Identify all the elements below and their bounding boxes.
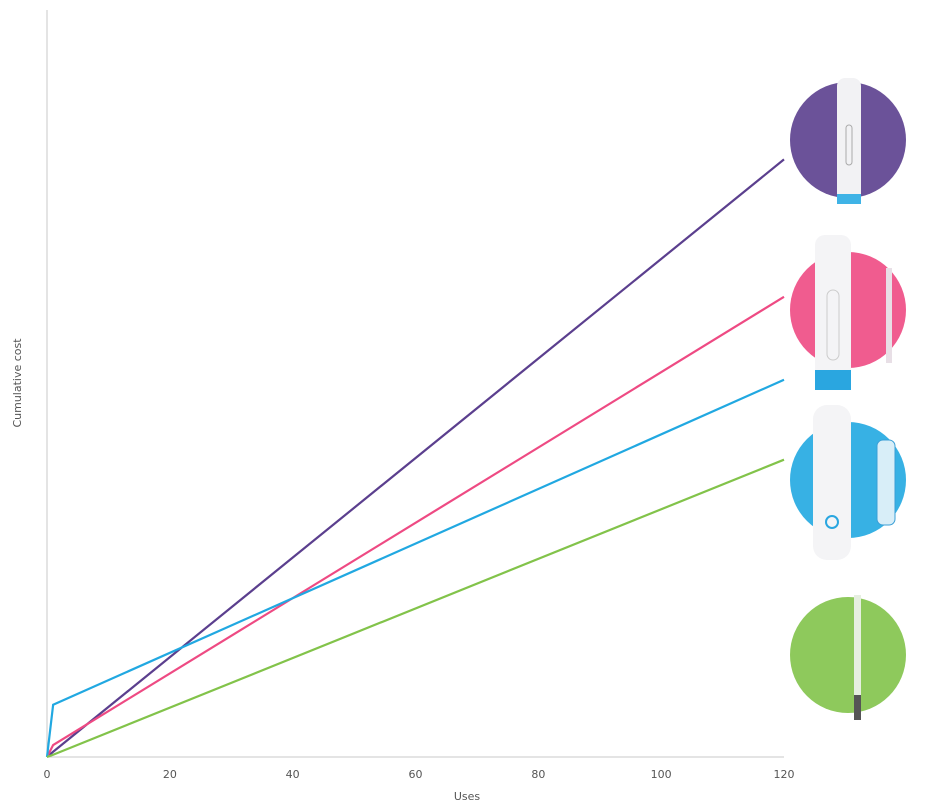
device-window bbox=[845, 124, 853, 166]
series-line bbox=[46, 295, 785, 758]
x-tick-label: 80 bbox=[531, 768, 545, 781]
x-tick-label: 100 bbox=[651, 768, 672, 781]
x-tick-label: 20 bbox=[163, 768, 177, 781]
x-axis-label: Uses bbox=[454, 790, 481, 803]
series-line bbox=[45, 378, 785, 758]
product-circle bbox=[790, 597, 906, 713]
device bbox=[837, 78, 861, 204]
syringe bbox=[886, 268, 892, 363]
x-tick-label: 120 bbox=[774, 768, 795, 781]
syringe-tip bbox=[854, 695, 861, 720]
device-button bbox=[825, 515, 839, 529]
device bbox=[815, 235, 851, 390]
x-tick-label: 0 bbox=[44, 768, 51, 781]
x-tick-label: 60 bbox=[409, 768, 423, 781]
x-tick-label: 40 bbox=[286, 768, 300, 781]
series-line bbox=[46, 158, 785, 758]
device-insert bbox=[876, 439, 896, 526]
device bbox=[813, 405, 851, 560]
syringe bbox=[854, 595, 861, 720]
device-cap bbox=[815, 370, 851, 390]
device-cap bbox=[837, 194, 861, 204]
product-icons bbox=[813, 78, 896, 720]
y-axis-label: Cumulative cost bbox=[11, 338, 24, 428]
device-window bbox=[826, 289, 840, 361]
series-line bbox=[46, 458, 785, 759]
